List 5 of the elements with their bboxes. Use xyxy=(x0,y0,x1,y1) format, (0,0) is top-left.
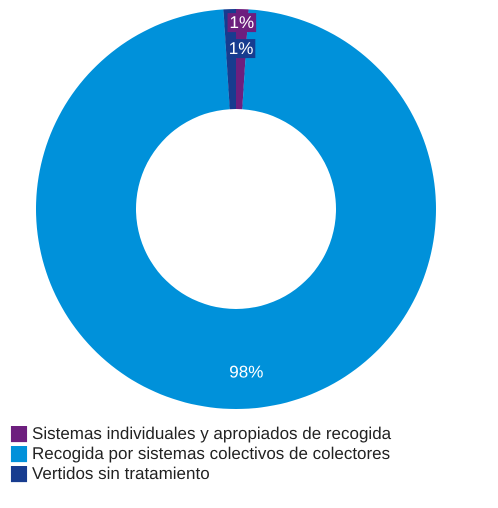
donut-slice xyxy=(36,9,436,409)
data-label: 98% xyxy=(229,362,264,382)
legend-label: Vertidos sin tratamiento xyxy=(32,464,210,483)
legend-label: Recogida por sistemas colectivos de colectores xyxy=(32,444,390,463)
legend-label: Sistemas individuales y apropiados de recogida xyxy=(32,424,392,443)
